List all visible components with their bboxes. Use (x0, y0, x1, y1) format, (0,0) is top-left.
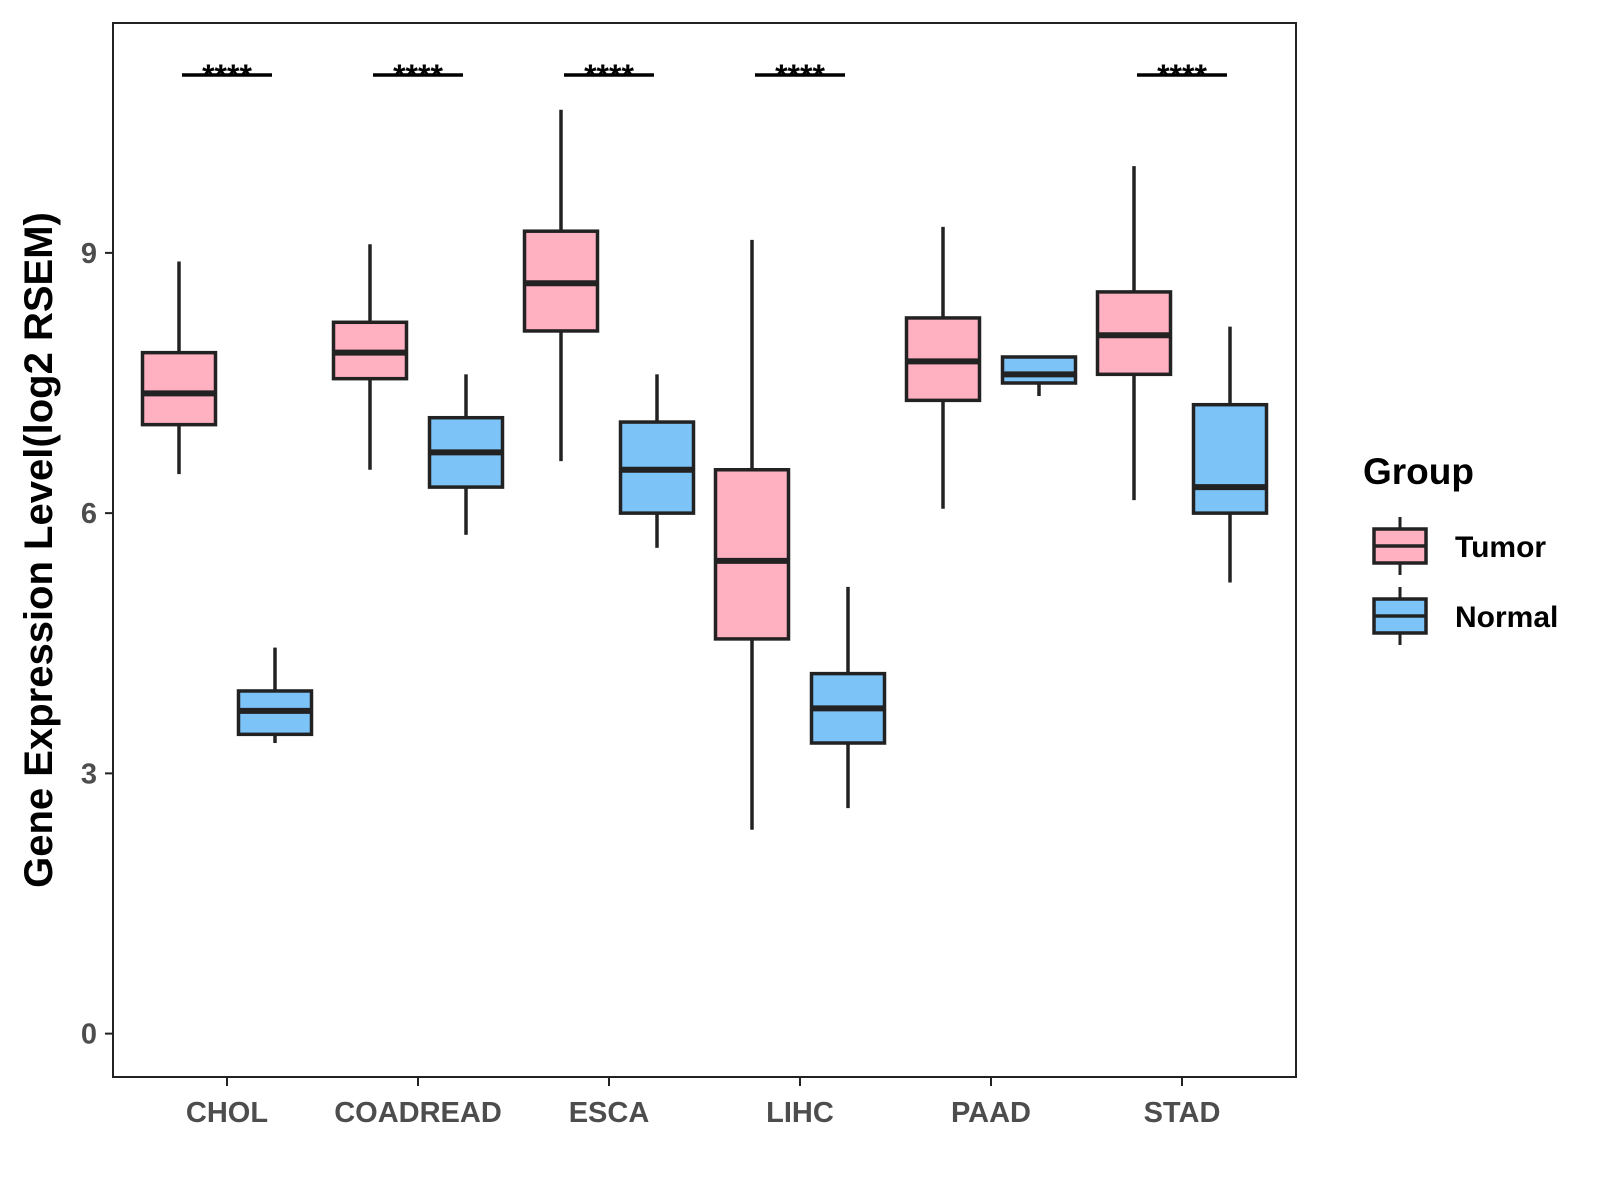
y-tick-label: 3 (81, 758, 97, 790)
x-tick-label: ESCA (569, 1097, 650, 1129)
box-tumor-lihc (713, 239, 791, 830)
y-axis-title: Gene Expression Level(log2 RSEM) (17, 212, 61, 888)
significance-label: **** (202, 58, 252, 94)
box-tumor-coadread (331, 244, 409, 470)
legend: Group Tumor Normal (1363, 451, 1558, 645)
significance-label: **** (775, 58, 825, 94)
legend-entries: Tumor Normal (1372, 517, 1558, 645)
significance-label: **** (584, 58, 634, 94)
legend-entry-normal: Normal (1372, 587, 1558, 645)
significance-label: **** (1157, 58, 1207, 94)
box-body (713, 468, 791, 641)
box-tumor-esca (522, 109, 600, 462)
box-normal-paad (1000, 355, 1078, 397)
significance-layer: **** **** **** **** **** (182, 58, 1227, 94)
box-body (1000, 355, 1078, 385)
x-axis: CHOL COADREAD ESCA LIHC PAAD STAD (186, 1077, 1220, 1129)
box-normal-coadread (427, 374, 505, 535)
box-body (140, 350, 218, 427)
x-tick-label: PAAD (951, 1097, 1031, 1129)
box-tumor-chol (140, 261, 218, 475)
x-tick-label: LIHC (766, 1097, 834, 1129)
box-tumor-stad (1095, 166, 1173, 501)
legend-entry-label: Tumor (1455, 531, 1546, 564)
x-tick-label: COADREAD (334, 1097, 502, 1129)
legend-title: Group (1363, 451, 1474, 492)
box-normal-lihc (809, 586, 887, 809)
y-tick-label: 6 (81, 498, 97, 530)
box-layer (140, 109, 1269, 830)
y-axis: 0 3 6 9 (81, 238, 113, 1051)
box-normal-chol (236, 647, 314, 744)
box-body (1191, 402, 1269, 515)
x-tick-label: CHOL (186, 1097, 268, 1129)
legend-entry-label: Normal (1455, 601, 1558, 634)
plot-panel (112, 22, 1297, 1078)
y-tick-label: 9 (81, 238, 97, 270)
box-normal-esca (618, 374, 696, 548)
x-tick-label: STAD (1144, 1097, 1221, 1129)
legend-entry-tumor: Tumor (1372, 517, 1546, 575)
significance-label: **** (393, 58, 443, 94)
box-normal-stad (1191, 326, 1269, 583)
box-tumor-paad (904, 226, 982, 509)
y-tick-label: 0 (81, 1019, 97, 1051)
